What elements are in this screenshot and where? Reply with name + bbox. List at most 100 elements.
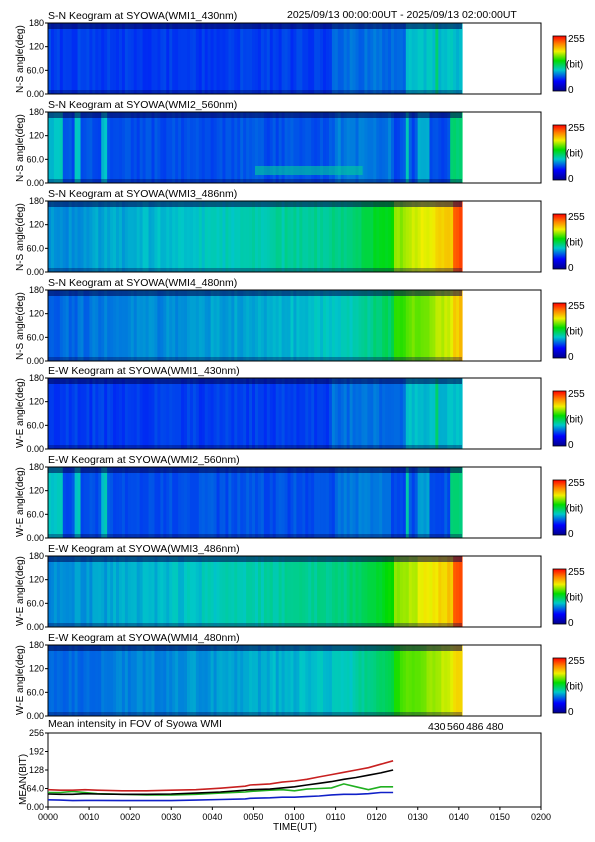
keogram-column	[311, 112, 315, 183]
keogram-column	[231, 645, 235, 716]
y-tick-label: 120	[29, 575, 44, 585]
keogram-column	[204, 290, 209, 361]
keogram-column	[231, 112, 235, 183]
keogram-column	[86, 290, 90, 361]
keogram-column	[331, 290, 336, 361]
keogram-column	[352, 201, 357, 272]
keogram-column	[429, 290, 434, 361]
keogram-column	[429, 645, 434, 716]
keogram-column	[74, 378, 79, 449]
keogram-column	[411, 645, 416, 716]
keogram-column	[104, 556, 108, 627]
keogram-column	[405, 556, 410, 627]
keogram-column	[364, 467, 368, 538]
y-tick-label: 180	[29, 285, 44, 295]
mean-x-tick-label: 0150	[490, 812, 510, 822]
keogram-column	[124, 201, 129, 272]
keogram-column	[311, 467, 315, 538]
keogram-column	[435, 645, 439, 716]
keogram-column	[118, 378, 123, 449]
keogram-column	[376, 556, 380, 627]
keogram-column	[438, 378, 442, 449]
keogram-column	[328, 467, 333, 538]
y-tick-label: 60.0	[26, 420, 44, 430]
keogram-column	[48, 201, 52, 272]
keogram-column	[349, 201, 354, 272]
keogram-column	[352, 645, 357, 716]
keogram-column	[441, 112, 445, 183]
keogram-column	[130, 290, 135, 361]
keogram-column	[255, 23, 259, 94]
y-tick-label: 60.0	[26, 154, 44, 164]
keogram-column	[56, 23, 61, 94]
keogram-column	[231, 467, 235, 538]
keogram-column	[411, 467, 416, 538]
keogram-column	[311, 290, 315, 361]
keogram-column	[204, 556, 209, 627]
keogram-column	[385, 645, 389, 716]
keogram-column	[299, 290, 303, 361]
keogram-column	[71, 378, 76, 449]
keogram-column	[178, 645, 182, 716]
horizon-bottom-shade	[48, 445, 462, 449]
keogram-column	[148, 467, 153, 538]
keogram-column	[305, 23, 309, 94]
panel-frame	[47, 555, 542, 628]
keogram-column	[77, 556, 82, 627]
keogram-column	[379, 112, 383, 183]
keogram-column	[148, 112, 153, 183]
keogram-column	[68, 378, 73, 449]
keogram-column	[181, 378, 185, 449]
keogram-column	[130, 201, 135, 272]
keogram-column	[169, 467, 173, 538]
keogram-column	[423, 201, 428, 272]
keogram-column	[213, 467, 218, 538]
keogram-column	[222, 23, 227, 94]
keogram-column	[355, 290, 360, 361]
keogram-column	[204, 112, 209, 183]
mean-y-tick-label: 192	[29, 747, 44, 757]
keogram-column	[151, 290, 156, 361]
keogram-column	[408, 290, 413, 361]
keogram-panel-2: S-N Keogram at SYOWA(WMI2_560nm) 0.00 60.0…	[15, 99, 585, 188]
keogram-column	[110, 112, 114, 183]
keogram-column	[257, 201, 262, 272]
keogram-column	[417, 201, 422, 272]
keogram-column	[65, 23, 70, 94]
colorbar-unit-label: (bit)	[566, 238, 583, 249]
keogram-column	[157, 556, 161, 627]
keogram-column	[62, 290, 67, 361]
colorbar	[552, 568, 567, 625]
colorbar-unit-label: (bit)	[566, 415, 583, 426]
keogram-column	[367, 467, 371, 538]
keogram-column	[98, 556, 102, 627]
keogram-column	[59, 645, 64, 716]
keogram-column	[414, 467, 419, 538]
keogram-column	[269, 201, 274, 272]
keogram-column	[334, 645, 339, 716]
keogram-column	[172, 112, 176, 183]
keogram-column	[136, 467, 141, 538]
y-tick-label: 0.00	[26, 711, 44, 721]
horizon-top-shade	[48, 645, 462, 651]
keogram-column	[89, 23, 93, 94]
keogram-column	[302, 556, 306, 627]
keogram-column	[139, 23, 144, 94]
keogram-column	[243, 23, 247, 94]
keogram-column	[118, 467, 123, 538]
keogram-column	[86, 23, 90, 94]
keogram-column	[453, 290, 457, 361]
keogram-column	[252, 467, 256, 538]
keogram-column	[62, 645, 67, 716]
keogram-column	[435, 378, 439, 449]
keogram-column	[352, 112, 357, 183]
keogram-column	[65, 290, 70, 361]
keogram-column	[216, 201, 221, 272]
keogram-column	[423, 112, 428, 183]
keogram-column	[269, 112, 274, 183]
keogram-column	[305, 290, 309, 361]
keogram-column	[343, 467, 348, 538]
keogram-column	[136, 112, 141, 183]
keogram-column	[391, 378, 395, 449]
keogram-column	[160, 645, 164, 716]
